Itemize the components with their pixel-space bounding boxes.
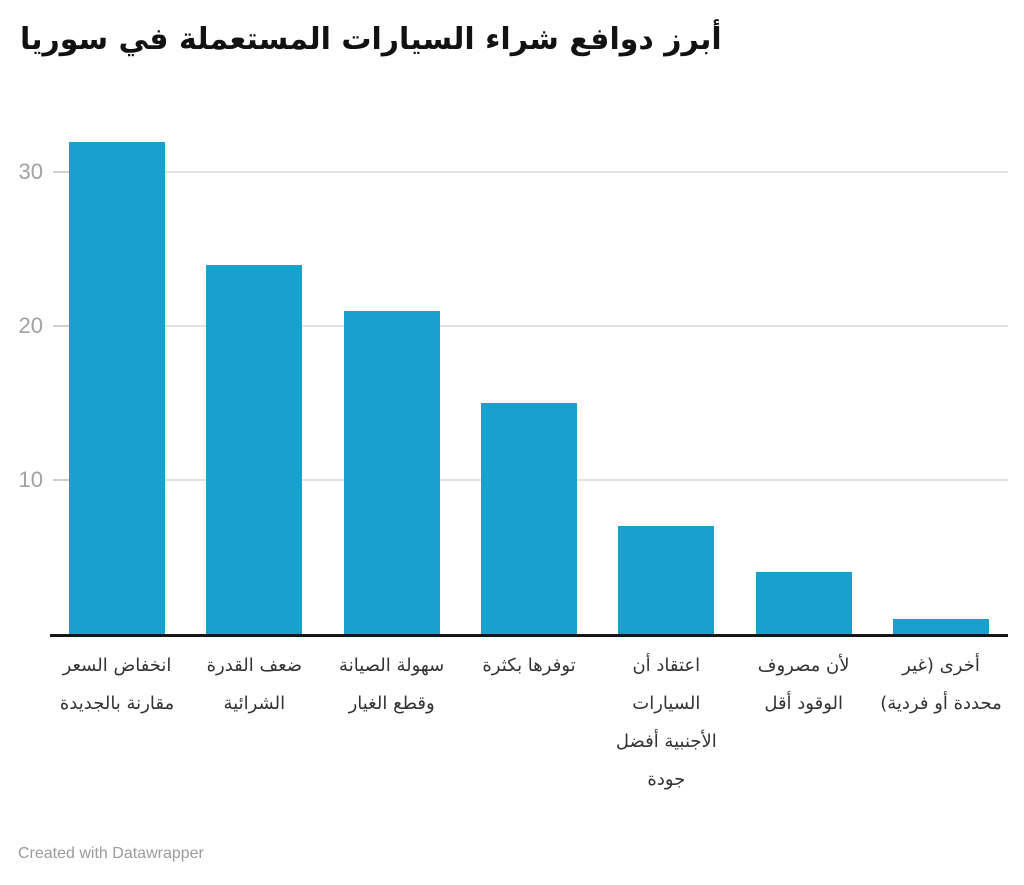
y-tick-mark [53, 171, 71, 174]
gridline-30 [53, 171, 1008, 174]
category-label-line: توفرها بكثرة [482, 655, 576, 676]
category-label-line: وقطع الغيار [348, 693, 435, 714]
category-label-6: لأن مصروف الوقود أقل [719, 647, 889, 723]
x-axis-labels: انخفاض السعر مقارنة بالجديدة ضعف القدرة الش… [50, 647, 1008, 822]
category-label-line: الوقود أقل [764, 693, 843, 714]
bar-7[interactable] [893, 618, 989, 634]
y-tick-mark [53, 479, 71, 482]
category-label-4: توفرها بكثرة [444, 647, 614, 685]
category-label-5: اعتقاد أن السيارات الأجنبية أفضل جودة [581, 647, 751, 799]
category-label-line: الشرائية [223, 693, 286, 714]
y-tick-label-30: 30 [18, 159, 43, 185]
category-label-line: محددة أو فردية) [880, 693, 1002, 714]
bar-5[interactable] [618, 526, 715, 634]
x-axis-baseline [50, 634, 1008, 637]
bar-6[interactable] [755, 572, 852, 634]
category-label-line: انخفاض السعر [62, 655, 172, 676]
category-label-line: أخرى (غير [902, 655, 980, 676]
category-label-line: اعتقاد أن [632, 655, 701, 676]
category-label-3: سهولة الصيانة وقطع الغيار [307, 647, 477, 723]
category-label-2: ضعف القدرة الشرائية [169, 647, 339, 723]
y-tick-label-10: 10 [18, 467, 43, 493]
chart-title: أبرز دوافع شراء السيارات المستعملة في سو… [20, 22, 722, 57]
y-tick-mark [53, 325, 71, 328]
bar-3[interactable] [343, 310, 440, 634]
gridline-20 [53, 325, 1008, 328]
bar-4[interactable] [481, 403, 577, 634]
bar-2[interactable] [206, 264, 303, 634]
category-label-line: سهولة الصيانة [339, 655, 445, 676]
category-label-line: لأن مصروف [757, 655, 850, 676]
category-label-line: جودة [647, 769, 686, 790]
category-label-1: انخفاض السعر مقارنة بالجديدة [32, 647, 202, 723]
category-label-line: مقارنة بالجديدة [59, 693, 175, 714]
y-tick-label-20: 20 [18, 313, 43, 339]
y-axis: 10 20 30 [0, 120, 43, 634]
category-label-7: أخرى (غير محددة أو فردية) [856, 647, 1024, 723]
category-label-line: السيارات [632, 693, 701, 714]
category-label-line: ضعف القدرة [206, 655, 303, 676]
category-label-line: الأجنبية أفضل [615, 731, 717, 752]
plot-area [50, 120, 1008, 637]
datawrapper-attribution-link[interactable]: Created with Datawrapper [18, 845, 204, 862]
bar-1[interactable] [69, 141, 165, 634]
